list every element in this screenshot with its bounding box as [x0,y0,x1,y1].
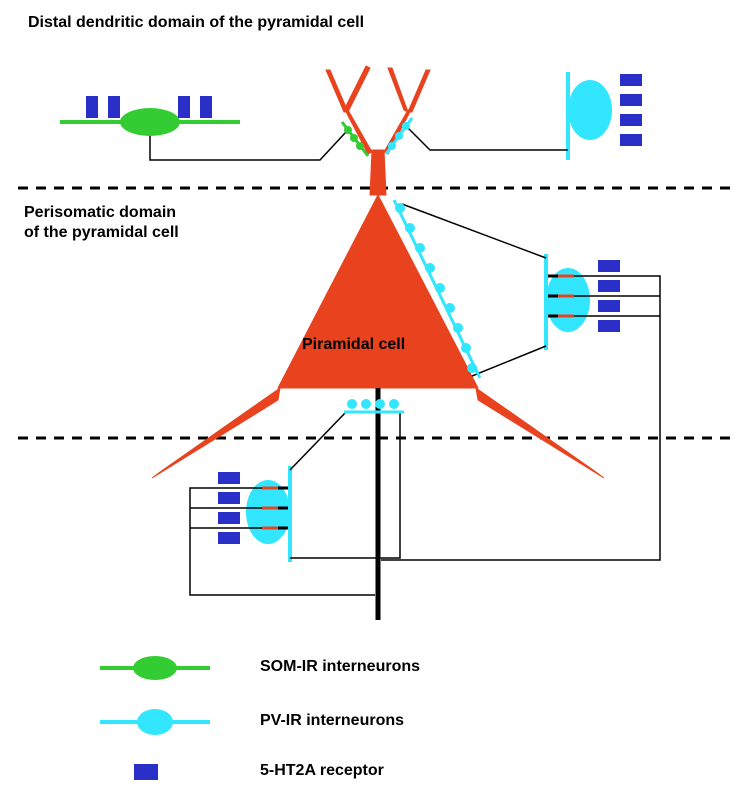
label-pyramidal-cell: Piramidal cell [302,336,405,354]
som-distal-neuron [60,96,368,160]
label-perisomatic-l1: Perisomatic domain [24,204,176,222]
legend-som-label: SOM-IR interneurons [260,658,420,676]
diagram-svg [0,0,756,801]
pv-distal-neuron [386,72,642,160]
legend-pv-label: PV-IR interneurons [260,712,404,730]
diagram-canvas: Distal dendritic domain of the pyramidal… [0,0,756,801]
label-distal-domain: Distal dendritic domain of the pyramidal… [28,14,364,32]
label-perisomatic-l2: of the pyramidal cell [24,224,179,242]
legend-receptor-label: 5-HT2A receptor [260,762,384,780]
legend [100,656,210,780]
